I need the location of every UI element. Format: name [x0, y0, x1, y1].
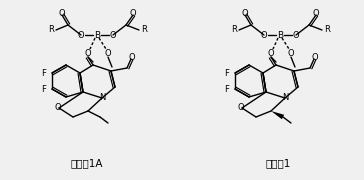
Text: N: N	[99, 93, 105, 102]
Text: O: O	[129, 53, 135, 62]
Text: R: R	[231, 26, 237, 35]
Text: F: F	[41, 84, 47, 93]
Text: O: O	[110, 30, 116, 39]
Text: R: R	[324, 26, 330, 35]
Text: O: O	[238, 103, 244, 112]
Text: O: O	[242, 10, 248, 19]
Text: O: O	[293, 30, 299, 39]
Text: 中间体1: 中间体1	[265, 158, 291, 168]
Text: F: F	[41, 69, 47, 78]
Text: O: O	[268, 48, 274, 57]
Text: N: N	[282, 93, 288, 102]
Text: R: R	[48, 26, 54, 35]
Text: O: O	[312, 53, 318, 62]
Polygon shape	[271, 111, 284, 119]
Text: O: O	[288, 48, 294, 57]
Text: O: O	[78, 30, 84, 39]
Text: 中间体1A: 中间体1A	[71, 158, 103, 168]
Text: O: O	[59, 10, 65, 19]
Text: O: O	[313, 10, 319, 19]
Text: O: O	[85, 48, 91, 57]
Text: O: O	[130, 10, 136, 19]
Text: B: B	[277, 30, 283, 39]
Text: F: F	[225, 84, 229, 93]
Text: B: B	[94, 30, 100, 39]
Text: O: O	[261, 30, 267, 39]
Text: O: O	[55, 103, 61, 112]
Text: R: R	[141, 26, 147, 35]
Text: F: F	[225, 69, 229, 78]
Text: O: O	[105, 48, 111, 57]
